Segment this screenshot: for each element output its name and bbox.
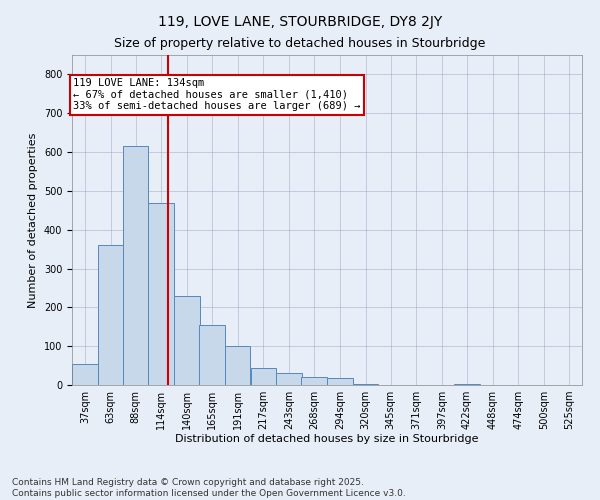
Text: Size of property relative to detached houses in Stourbridge: Size of property relative to detached ho… — [115, 38, 485, 51]
Bar — [174, 296, 200, 385]
X-axis label: Distribution of detached houses by size in Stourbridge: Distribution of detached houses by size … — [175, 434, 479, 444]
Bar — [225, 346, 250, 385]
Text: 119 LOVE LANE: 134sqm
← 67% of detached houses are smaller (1,410)
33% of semi-d: 119 LOVE LANE: 134sqm ← 67% of detached … — [73, 78, 361, 112]
Text: 119, LOVE LANE, STOURBRIDGE, DY8 2JY: 119, LOVE LANE, STOURBRIDGE, DY8 2JY — [158, 15, 442, 29]
Bar — [327, 378, 353, 385]
Y-axis label: Number of detached properties: Number of detached properties — [28, 132, 38, 308]
Bar — [353, 384, 378, 385]
Text: Contains HM Land Registry data © Crown copyright and database right 2025.
Contai: Contains HM Land Registry data © Crown c… — [12, 478, 406, 498]
Bar — [72, 364, 97, 385]
Bar — [301, 377, 327, 385]
Bar — [251, 368, 276, 385]
Bar — [148, 202, 174, 385]
Bar — [277, 374, 302, 385]
Bar — [122, 146, 148, 385]
Bar — [98, 245, 123, 385]
Bar — [454, 384, 479, 385]
Bar — [199, 325, 224, 385]
